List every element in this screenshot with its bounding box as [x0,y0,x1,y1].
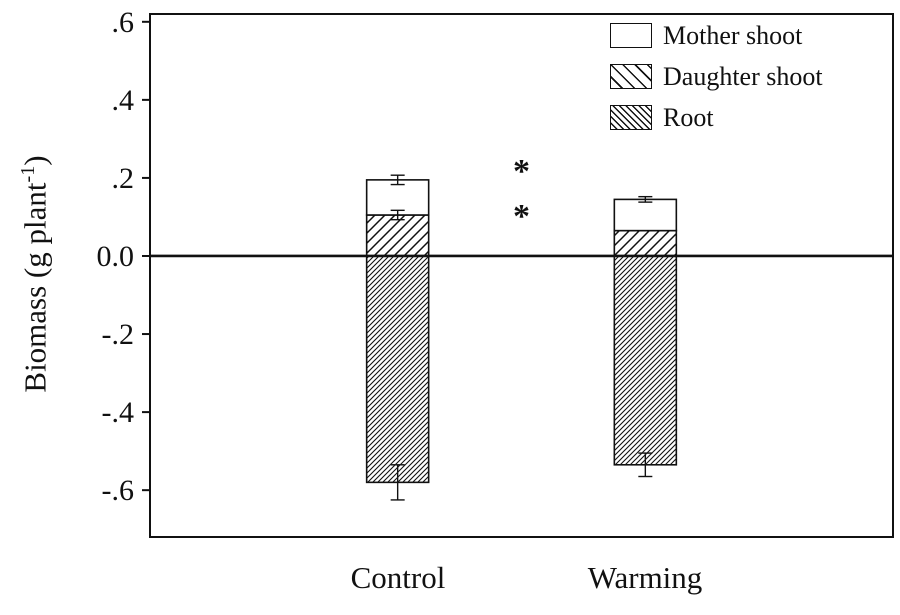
bar-segment-mother-shoot-warming [613,198,678,232]
error-bar [638,452,653,478]
y-tick-label: -.2 [102,318,135,351]
y-tick-label: 0.0 [97,240,135,273]
y-axis-label-superscript: -1 [17,165,39,183]
legend-swatch-root [610,105,652,130]
legend-row-mother-shoot: Mother shoot [610,20,823,50]
legend-label-daughter-shoot: Daughter shoot [663,61,823,91]
error-bar [638,195,653,203]
error-bar [390,209,405,221]
bar-segment-root-control [365,255,430,484]
plot-area-border [149,13,894,538]
y-tick-label: -.4 [102,396,135,429]
y-axis-label-text: Biomass (g plant [17,182,53,393]
y-axis-label: Biomass (g plant-1) [6,24,53,524]
legend-label-mother-shoot: Mother shoot [663,20,803,50]
significance-asterisk-2: * [513,198,530,235]
bar-segment-root-warming [613,255,678,466]
y-tick-label: .6 [112,6,135,39]
legend-row-root: Root [610,102,823,132]
legend: Mother shoot Daughter shoot Root [610,20,823,145]
x-tick-label-warming: Warming [587,560,703,595]
error-bar [390,174,405,186]
legend-row-daughter-shoot: Daughter shoot [610,61,823,91]
bar-segment-daughter-shoot-control [365,214,430,257]
y-tick-label: .4 [112,84,135,117]
legend-swatch-daughter-shoot [610,64,652,89]
significance-asterisk-1: * [513,153,530,190]
x-tick-label-control: Control [350,560,446,595]
bar-segment-daughter-shoot-warming [613,229,678,257]
error-bar [390,464,405,501]
y-tick-label: .2 [112,162,135,195]
legend-swatch-mother-shoot [610,23,652,48]
y-axis-label-suffix: ) [17,155,53,166]
y-tick-label: -.6 [102,474,135,507]
legend-label-root: Root [663,102,714,132]
